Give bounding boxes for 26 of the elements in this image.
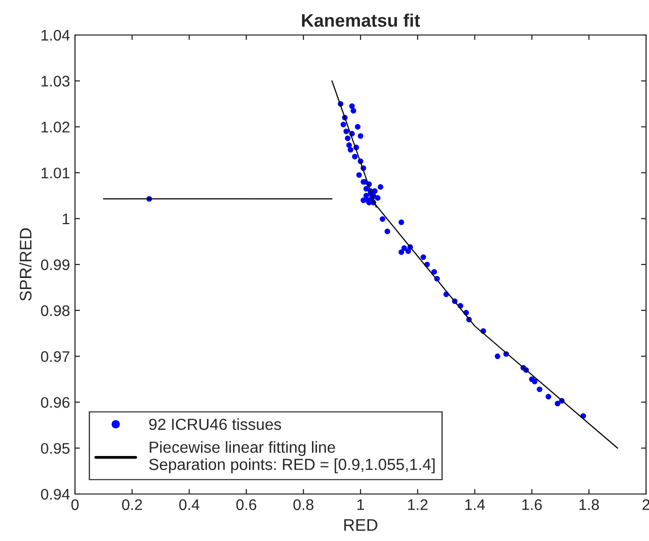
x-tick-label: 0.8 [293,499,314,510]
y-tick-label: 0.99 [41,259,70,270]
x-tick-label: 1.4 [465,499,485,510]
legend-label: Piecewise linear fitting line Separation points: RED = [0.9,1.055,1.4] [149,441,435,474]
y-tick-label: 1 [62,214,70,224]
x-tick-label: 1.2 [408,499,428,510]
y-axis-title: SPR/RED [19,228,32,301]
y-tick-label: 0.94 [41,488,70,500]
y-tick-label: 0.97 [41,351,70,362]
y-tick-label: 0.98 [41,305,70,316]
x-tick-label: 1.8 [579,499,599,510]
y-tick-label: 0.96 [41,397,70,408]
y-tick-label: 1.04 [42,30,70,41]
x-tick-label: 0 [71,499,79,510]
chart-title: Kanematsu fit [302,14,420,27]
y-tick-label: 1.01 [42,168,70,178]
y-tick-label: 1.03 [42,76,70,87]
y-tick-label: 0.95 [41,442,70,454]
x-axis-title: RED [344,519,378,531]
y-tick-label: 1.02 [42,122,70,132]
legend-label: 92 ICRU46 tissues [149,418,282,430]
x-tick-label: 0.6 [236,499,256,510]
x-tick-label: 0.4 [179,499,200,510]
x-tick-label: 1.6 [522,499,542,510]
x-tick-label: 0.2 [122,499,142,510]
x-tick-label: 1 [357,499,364,510]
